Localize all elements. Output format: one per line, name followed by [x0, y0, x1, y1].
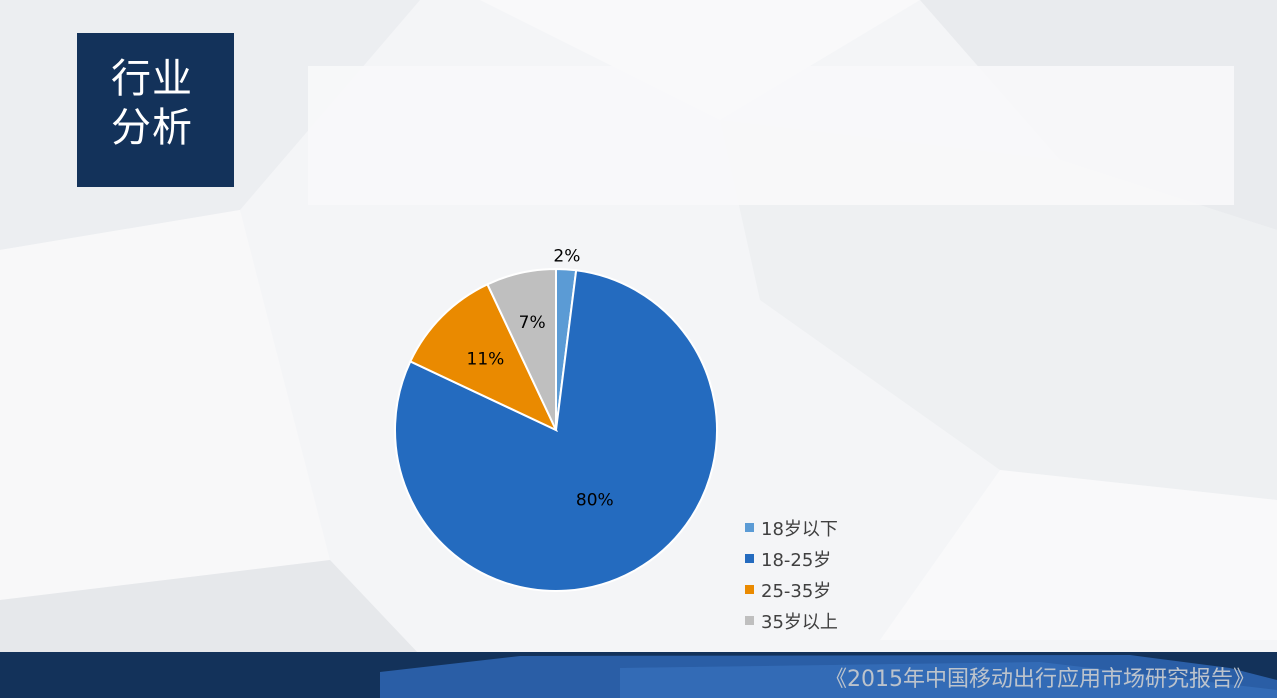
- chart-legend: 18岁以下 18-25岁 25-35岁 35岁以上: [745, 512, 838, 636]
- pie-data-label: 11%: [467, 349, 505, 369]
- footer-source-text: 《2015年中国移动出行应用市场研究报告》: [825, 667, 1255, 692]
- pie-data-label: 80%: [576, 491, 614, 511]
- legend-item: 18-25岁: [745, 543, 838, 574]
- legend-item: 18岁以下: [745, 512, 838, 543]
- section-title-line2: 分析: [111, 105, 193, 151]
- bg-facet: [480, 0, 920, 120]
- legend-label: 18-25岁: [761, 549, 832, 571]
- legend-label: 18岁以下: [761, 518, 838, 540]
- section-title-box: 行业 分析: [77, 33, 234, 187]
- bg-facet: [0, 210, 330, 600]
- legend-swatch-icon: [745, 523, 754, 532]
- legend-swatch-icon: [745, 554, 754, 563]
- pie-data-label: 2%: [553, 246, 580, 266]
- pie-data-label: 7%: [519, 313, 546, 333]
- legend-label: 35岁以上: [761, 611, 838, 633]
- footer-band-light: [620, 662, 1277, 698]
- legend-swatch-icon: [745, 616, 754, 625]
- bg-facet: [720, 120, 1277, 500]
- legend-item: 35岁以上: [745, 605, 838, 636]
- pie-slice: [486, 267, 557, 431]
- legend-label: 25-35岁: [761, 580, 832, 602]
- legend-item: 25-35岁: [745, 574, 838, 605]
- text-banner: [308, 66, 1234, 205]
- pie-slice: [408, 282, 559, 433]
- bg-facet: [880, 470, 1277, 640]
- legend-swatch-icon: [745, 585, 754, 594]
- bg-facet: [0, 560, 420, 655]
- section-title-line1: 行业: [111, 56, 193, 102]
